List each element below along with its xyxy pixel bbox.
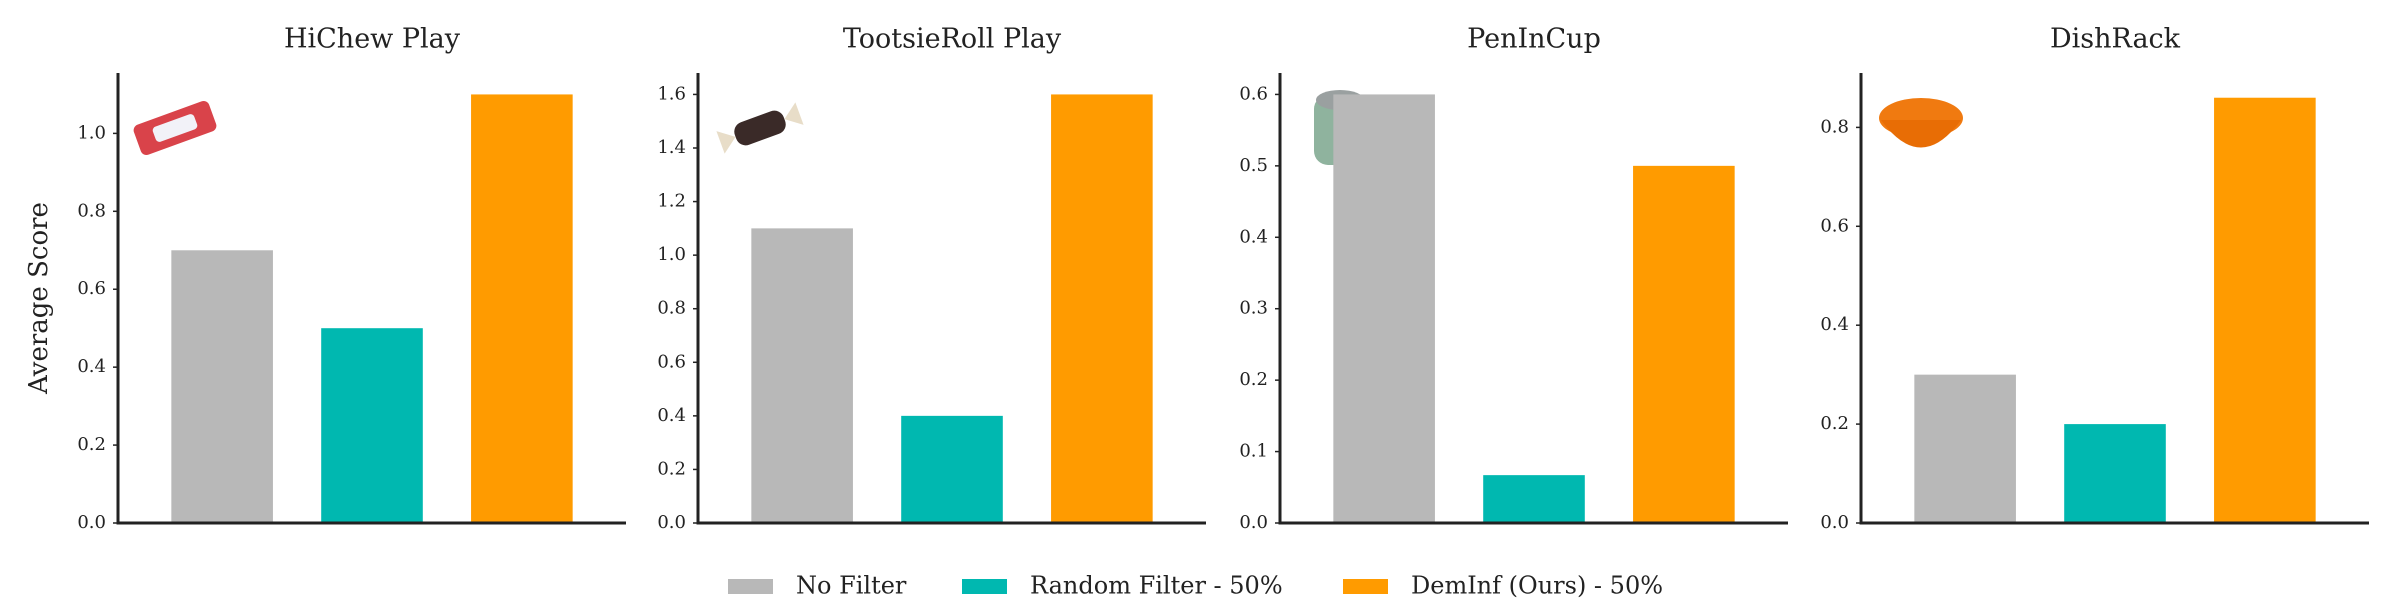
legend-swatch bbox=[962, 579, 1007, 594]
y-tick-label: 0.8 bbox=[657, 298, 686, 319]
y-tick-label: 1.6 bbox=[657, 83, 686, 104]
y-tick-label: 0.4 bbox=[1239, 226, 1268, 247]
y-tick-label: 1.2 bbox=[657, 191, 686, 212]
y-tick-label: 0.3 bbox=[1239, 298, 1268, 319]
y-tick-label: 0.1 bbox=[1239, 441, 1268, 462]
chart-title: HiChew Play bbox=[284, 24, 461, 55]
y-tick-label: 0.0 bbox=[77, 512, 106, 533]
legend-swatch bbox=[1343, 579, 1388, 594]
y-tick-label: 0.4 bbox=[1820, 314, 1849, 335]
y-tick-label: 0.8 bbox=[1820, 116, 1849, 137]
bar bbox=[1333, 94, 1435, 523]
y-tick-label: 0.2 bbox=[77, 434, 106, 455]
bar bbox=[901, 415, 1003, 523]
bar bbox=[1914, 374, 2016, 523]
y-tick-label: 0.6 bbox=[1239, 83, 1268, 104]
icon-hichew bbox=[133, 100, 217, 156]
y-tick-label: 0.0 bbox=[1239, 512, 1268, 533]
y-tick-label: 0.5 bbox=[1239, 155, 1268, 176]
y-tick-label: 0.2 bbox=[1820, 413, 1849, 434]
bar bbox=[471, 94, 573, 523]
bar bbox=[1633, 165, 1735, 523]
icon-bowl bbox=[1879, 98, 1963, 148]
legend-label: Random Filter - 50% bbox=[1030, 572, 1283, 600]
bar bbox=[1051, 94, 1153, 523]
bar bbox=[2064, 424, 2166, 523]
bar bbox=[171, 250, 273, 524]
y-tick-label: 1.4 bbox=[657, 137, 686, 158]
bar bbox=[321, 328, 423, 523]
legend-label: DemInf (Ours) - 50% bbox=[1411, 572, 1663, 600]
y-tick-label: 0.6 bbox=[657, 351, 686, 372]
y-tick-label: 0.6 bbox=[1820, 215, 1849, 236]
legend-swatch bbox=[728, 579, 773, 594]
chart-title: TootsieRoll Play bbox=[843, 24, 1062, 55]
y-tick-label: 0.4 bbox=[657, 405, 686, 426]
y-tick-label: 0.8 bbox=[77, 200, 106, 221]
y-axis-label: Average Score bbox=[24, 202, 54, 395]
bar bbox=[2214, 97, 2316, 523]
y-tick-label: 0.0 bbox=[1820, 512, 1849, 533]
icon-tootsie bbox=[716, 102, 804, 154]
y-tick-label: 1.0 bbox=[657, 244, 686, 265]
y-tick-label: 0.4 bbox=[77, 356, 106, 377]
bar bbox=[751, 228, 853, 523]
y-tick-label: 0.2 bbox=[1239, 369, 1268, 390]
y-tick-label: 0.2 bbox=[657, 458, 686, 479]
y-tick-label: 0.6 bbox=[77, 278, 106, 299]
y-tick-label: 1.0 bbox=[77, 122, 106, 143]
y-tick-label: 0.0 bbox=[657, 512, 686, 533]
bar bbox=[1483, 475, 1585, 523]
chart-title: DishRack bbox=[2050, 24, 2181, 55]
legend-label: No Filter bbox=[796, 572, 907, 600]
chart-title: PenInCup bbox=[1467, 24, 1601, 55]
